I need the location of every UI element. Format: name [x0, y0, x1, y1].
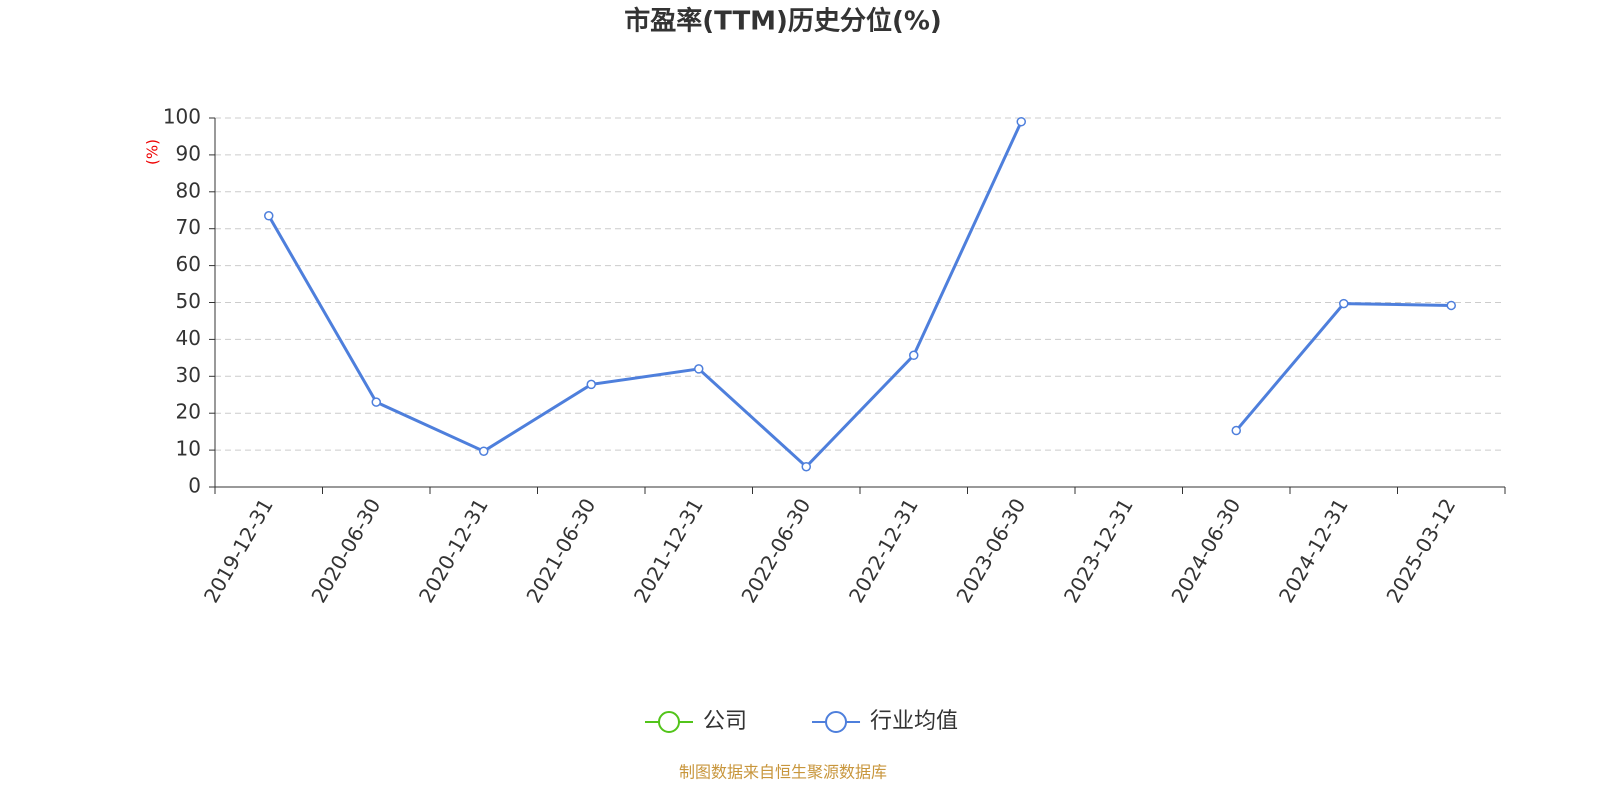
y-tick-label: 0 — [188, 474, 201, 498]
y-tick-label: 30 — [176, 363, 201, 387]
legend-symbol — [658, 711, 680, 733]
y-tick-label: 90 — [176, 141, 201, 165]
x-tick-label: 2022-12-31 — [844, 494, 923, 607]
y-tick-label: 10 — [176, 437, 201, 461]
x-tick-label: 2023-12-31 — [1059, 494, 1138, 607]
y-tick-label: 50 — [176, 289, 201, 313]
data-point — [371, 397, 381, 407]
data-point — [1231, 425, 1241, 436]
x-tick-label: 2019-12-31 — [199, 494, 278, 607]
x-tick-label: 2023-06-30 — [951, 494, 1030, 607]
data-point — [801, 461, 811, 472]
x-tick-label: 2021-06-30 — [521, 494, 600, 607]
y-tick-label: 60 — [176, 252, 201, 276]
legend-label: 公司 — [703, 709, 747, 734]
source-note: 制图数据来自恒生聚源数据库 — [679, 763, 887, 782]
x-tick-label: 2024-12-31 — [1274, 494, 1353, 607]
x-tick-label: 2020-12-31 — [414, 494, 493, 607]
data-point — [909, 350, 919, 361]
y-axis-label: (%) — [144, 139, 162, 165]
data-point — [479, 446, 489, 456]
y-tick-label: 70 — [176, 215, 201, 239]
legend-symbol — [825, 711, 848, 733]
x-tick-label: 2024-06-30 — [1166, 494, 1245, 607]
series-line — [267, 121, 1452, 469]
x-tick-label: 2020-06-30 — [306, 494, 385, 607]
data-point — [264, 211, 274, 221]
x-tick-label: 2021-12-31 — [629, 494, 708, 607]
y-tick-label: 80 — [176, 178, 201, 202]
legend-label: 行业均值 — [870, 709, 958, 734]
data-point — [694, 364, 704, 374]
x-tick-label: 2022-06-30 — [736, 494, 815, 607]
y-tick-label: 20 — [176, 400, 201, 424]
data-point — [586, 379, 596, 390]
y-tick-label: 40 — [176, 326, 201, 350]
data-point — [1446, 300, 1456, 311]
y-tick-label: 100 — [163, 105, 201, 129]
data-point — [1339, 298, 1349, 309]
chart-title: 市盈率(TTM)历史分位(%) — [624, 6, 942, 37]
data-point — [1016, 116, 1026, 127]
x-tick-label: 2025-03-12 — [1381, 494, 1460, 607]
